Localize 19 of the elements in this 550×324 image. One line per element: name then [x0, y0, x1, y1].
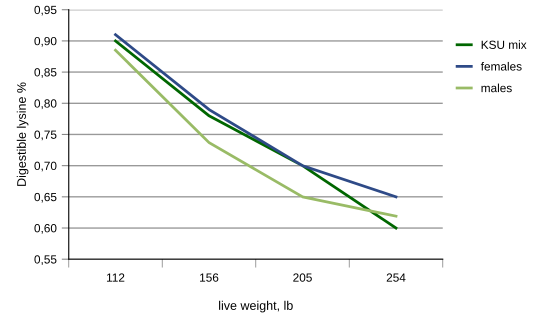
- x-tick-label: 205: [293, 273, 312, 282]
- y-tick-label: 0,65: [34, 192, 56, 203]
- line-series: [114, 33, 398, 198]
- legend-label: KSU mix: [482, 40, 527, 49]
- y-tick-label: 0,70: [34, 162, 56, 172]
- y-tick-label: 0,95: [34, 6, 56, 16]
- legend-label: males: [482, 84, 512, 92]
- legend-label: females: [480, 62, 522, 71]
- y-tick-label: 0,90: [34, 36, 56, 47]
- x-tick-label: 254: [386, 273, 406, 282]
- y-tick-label: 0,75: [34, 130, 56, 140]
- y-axis-title: Digestible lysine %: [16, 82, 28, 186]
- x-tick-label: 156: [200, 273, 218, 282]
- y-tick-label: 0,60: [34, 224, 56, 234]
- y-tick-label: 0,85: [34, 68, 56, 78]
- x-tick-label: 112: [106, 273, 124, 282]
- y-tick-label: 0,80: [34, 99, 56, 110]
- x-axis-title: live weight, lb: [219, 300, 293, 312]
- y-tick-label: 0,55: [34, 255, 56, 265]
